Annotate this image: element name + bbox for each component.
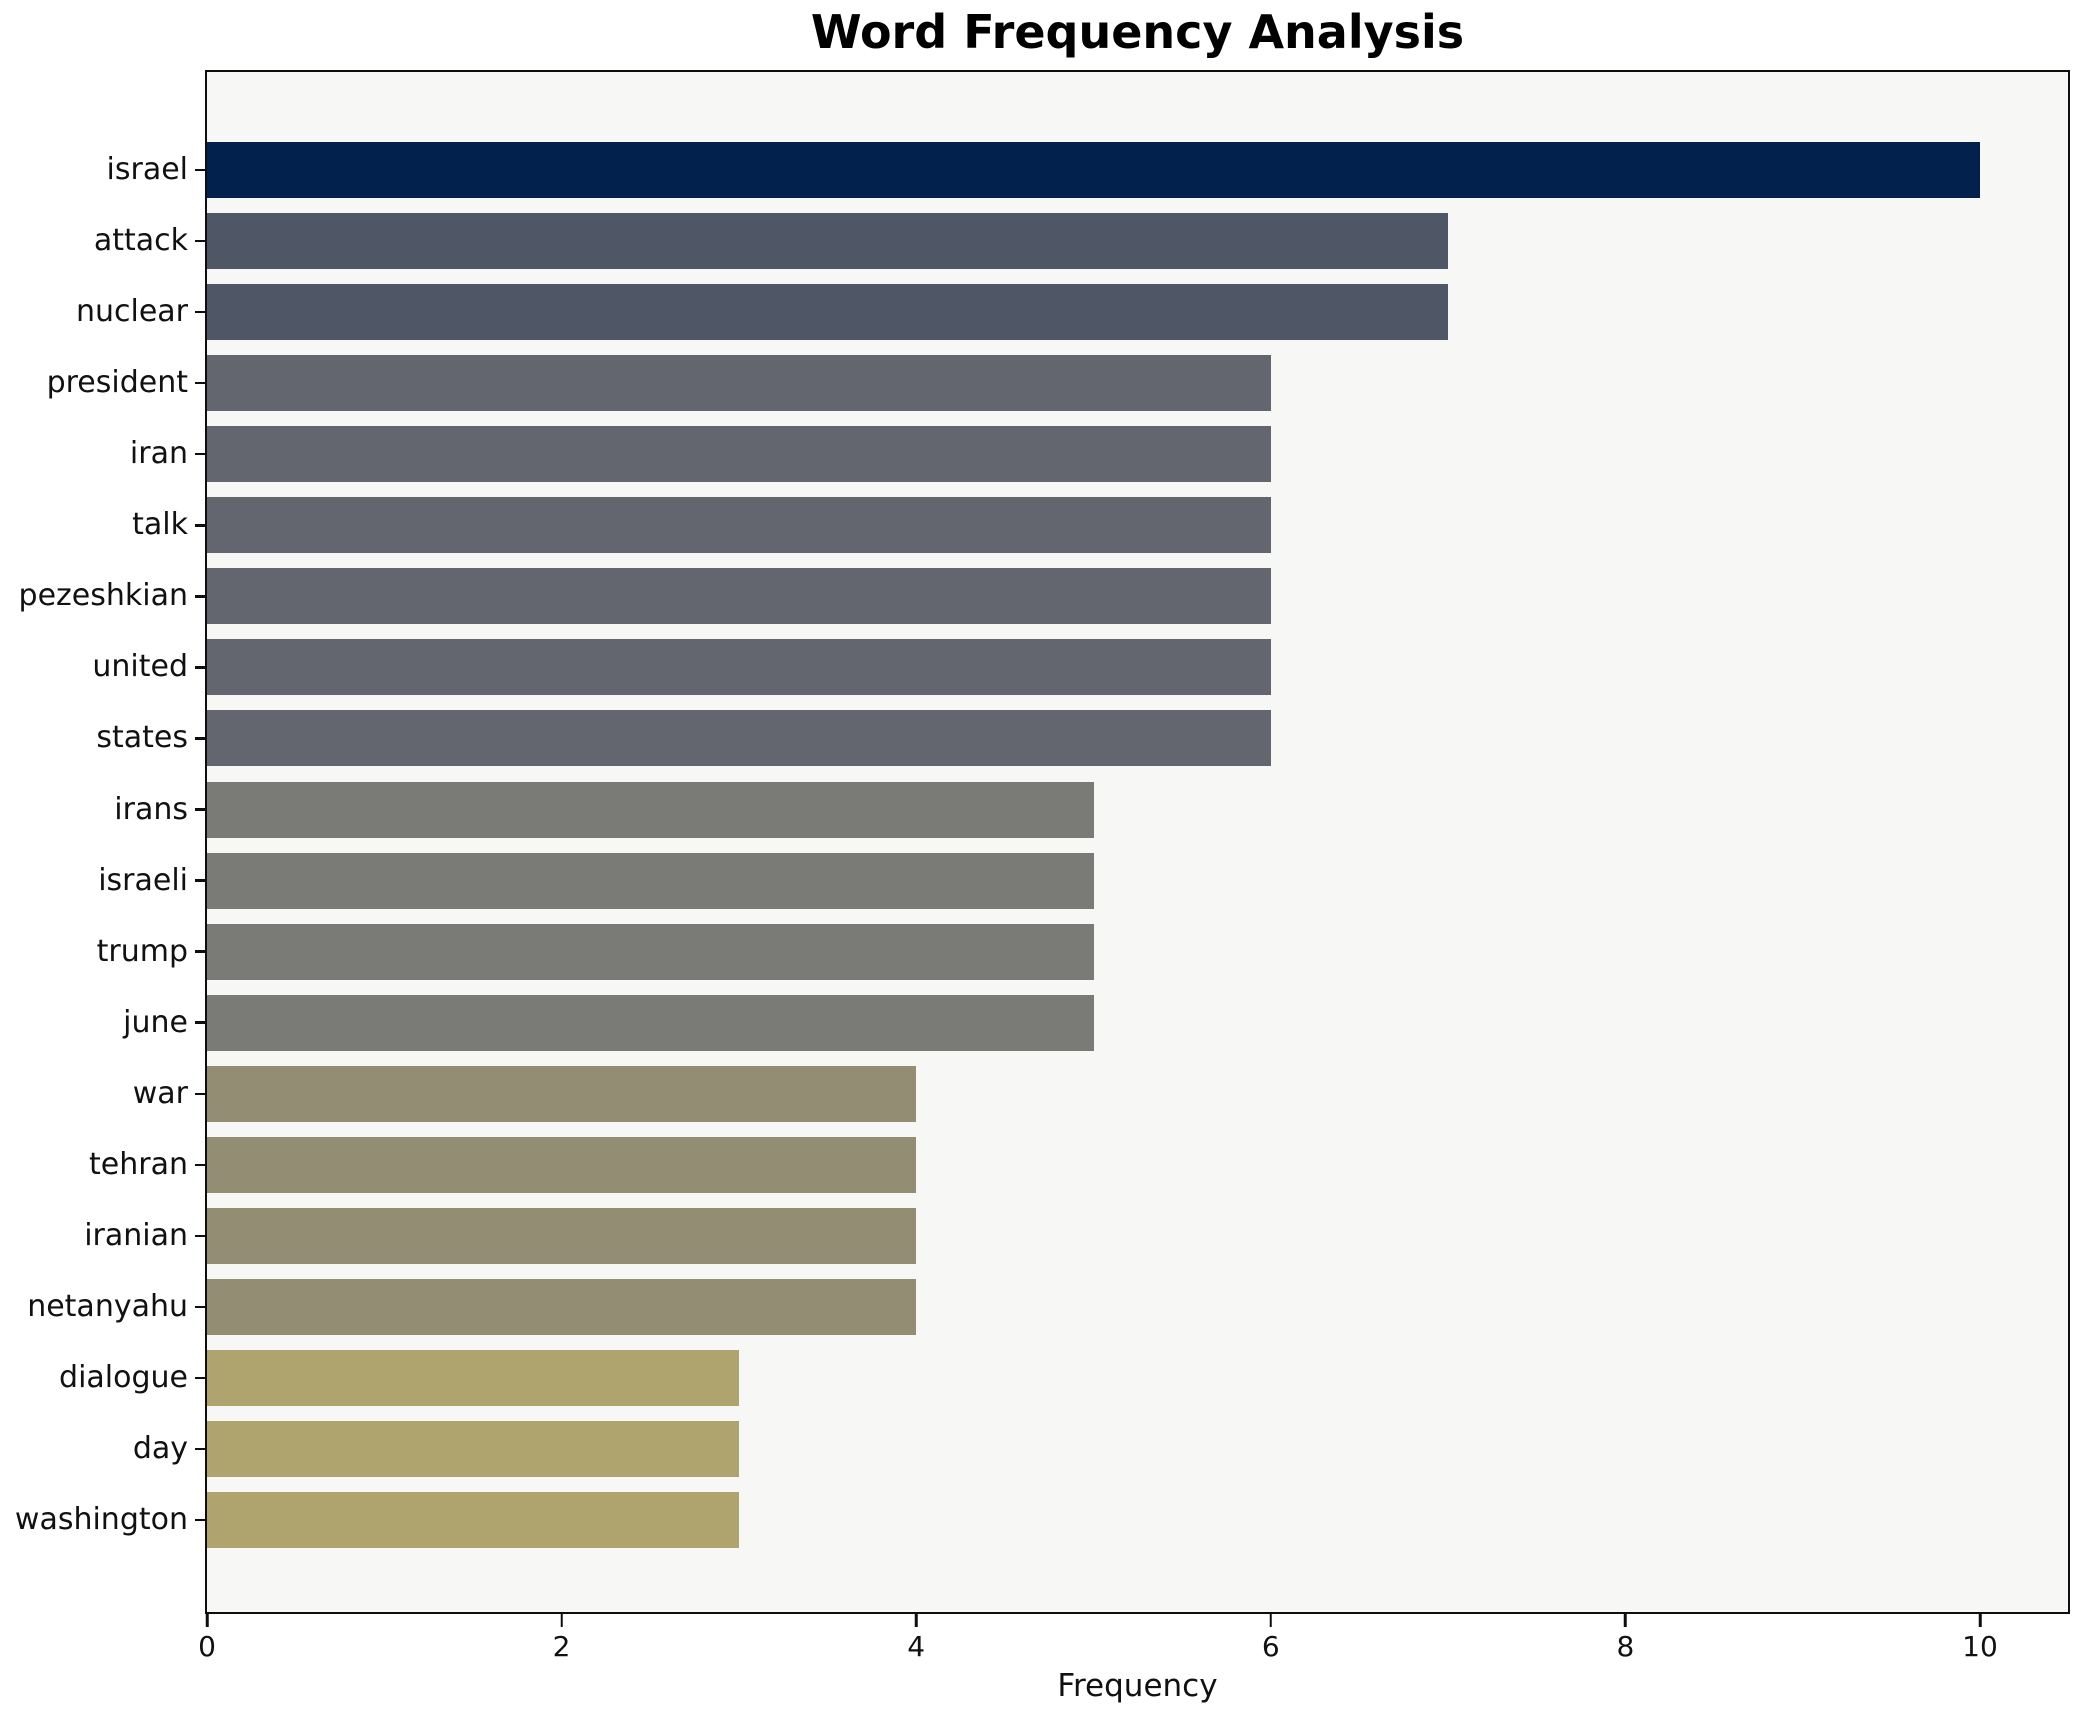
y-tick-mark xyxy=(195,168,207,172)
bar-irans xyxy=(207,781,1094,838)
bar-day xyxy=(207,1421,739,1478)
bar-washington xyxy=(207,1492,739,1549)
y-tick-label-iranian: iranian xyxy=(84,1217,188,1253)
bar-nuclear xyxy=(207,284,1449,341)
y-tick-mark xyxy=(195,524,207,527)
y-tick-label-talk: talk xyxy=(132,507,188,543)
y-tick-mark xyxy=(195,808,207,811)
y-tick-label-nuclear: nuclear xyxy=(75,294,188,330)
bar-iranian xyxy=(207,1207,917,1264)
y-tick-mark xyxy=(195,1092,207,1096)
x-axis-label: Frequency xyxy=(1057,1668,1218,1704)
y-tick-label-day: day xyxy=(132,1431,188,1467)
bar-talk xyxy=(207,497,1271,554)
y-tick-label-trump: trump xyxy=(96,933,188,969)
bar-president xyxy=(207,355,1271,412)
x-tick-mark xyxy=(914,1612,918,1627)
y-tick-mark xyxy=(195,879,207,882)
bar-tehran xyxy=(207,1136,917,1193)
y-tick-label-united: united xyxy=(92,649,188,685)
y-tick-label-june: june xyxy=(123,1004,188,1040)
x-tick-label-8: 8 xyxy=(1616,1630,1635,1663)
plot-area xyxy=(204,69,2070,1614)
x-tick-mark xyxy=(1624,1612,1627,1627)
x-tick-mark xyxy=(1978,1612,1982,1627)
y-tick-label-washington: washington xyxy=(14,1502,188,1538)
y-tick-label-netanyahu: netanyahu xyxy=(27,1288,188,1324)
y-tick-mark xyxy=(195,1021,207,1024)
y-tick-mark xyxy=(195,1234,207,1238)
y-tick-mark xyxy=(195,1376,207,1380)
x-tick-mark xyxy=(205,1612,209,1627)
x-tick-mark xyxy=(560,1612,563,1627)
bar-trump xyxy=(207,923,1094,980)
bar-netanyahu xyxy=(207,1278,917,1335)
y-tick-mark xyxy=(195,310,207,314)
y-tick-label-president: president xyxy=(46,365,188,401)
bar-war xyxy=(207,1065,917,1122)
x-tick-label-6: 6 xyxy=(1261,1630,1280,1663)
y-tick-label-attack: attack xyxy=(93,223,188,259)
y-tick-mark xyxy=(195,1163,207,1167)
y-tick-mark xyxy=(195,950,207,953)
x-tick-label-0: 0 xyxy=(198,1630,216,1663)
y-tick-label-states: states xyxy=(96,720,188,756)
bar-iran xyxy=(207,426,1271,483)
y-tick-mark xyxy=(195,1447,207,1451)
x-tick-mark xyxy=(1269,1612,1273,1627)
y-tick-mark xyxy=(195,1518,207,1522)
y-tick-mark xyxy=(195,452,207,456)
y-tick-label-pezeshkian: pezeshkian xyxy=(18,578,188,614)
y-tick-label-israeli: israeli xyxy=(98,862,188,898)
bar-june xyxy=(207,994,1094,1051)
y-tick-mark xyxy=(195,737,207,740)
y-tick-mark xyxy=(195,381,207,385)
y-tick-label-israel: israel xyxy=(106,152,188,187)
y-tick-label-irans: irans xyxy=(114,791,188,827)
y-tick-label-tehran: tehran xyxy=(89,1146,188,1182)
bar-states xyxy=(207,710,1271,767)
x-tick-label-4: 4 xyxy=(907,1630,926,1663)
y-tick-mark xyxy=(195,239,207,243)
y-tick-label-dialogue: dialogue xyxy=(59,1360,188,1396)
bar-united xyxy=(207,639,1271,696)
bar-pezeshkian xyxy=(207,568,1271,625)
y-tick-label-iran: iran xyxy=(129,436,188,472)
bar-dialogue xyxy=(207,1350,739,1407)
y-tick-label-war: war xyxy=(132,1075,188,1111)
y-tick-mark xyxy=(195,666,207,669)
chart-title: Word Frequency Analysis xyxy=(810,5,1465,59)
bar-israel xyxy=(207,142,1980,198)
bar-attack xyxy=(207,213,1449,270)
bar-israeli xyxy=(207,852,1094,909)
x-tick-label-2: 2 xyxy=(552,1630,571,1663)
x-tick-label-10: 10 xyxy=(1962,1630,1998,1663)
y-tick-mark xyxy=(195,595,207,598)
y-tick-mark xyxy=(195,1305,207,1309)
